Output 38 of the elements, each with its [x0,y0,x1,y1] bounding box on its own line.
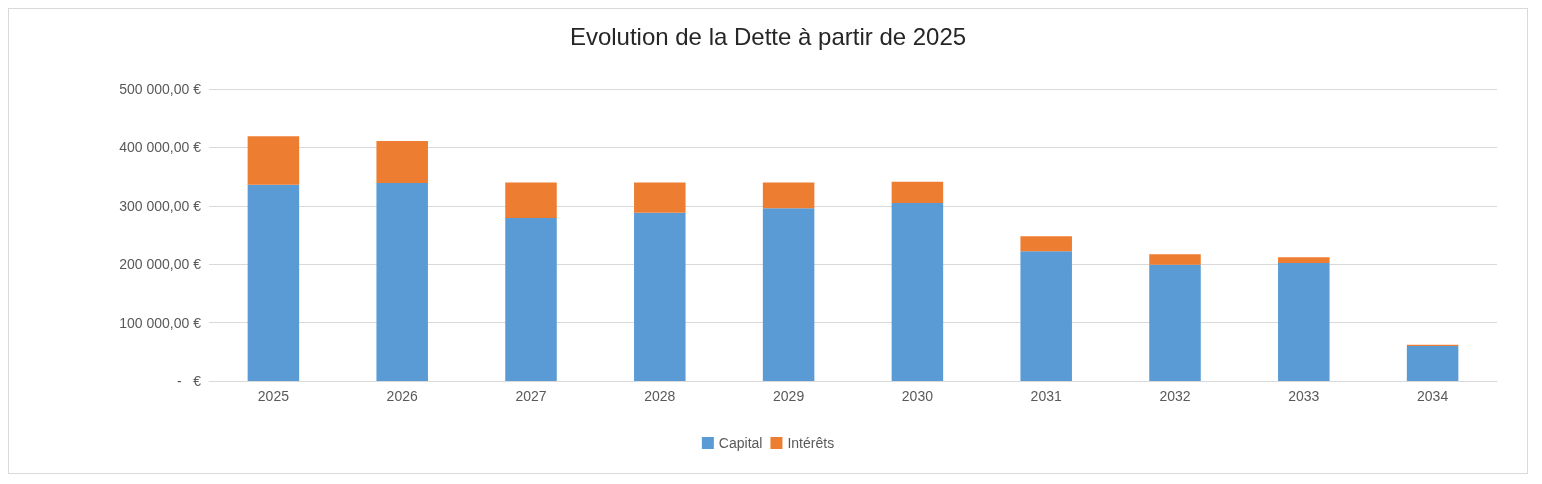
bar [247,184,300,381]
x-tick-label: 2031 [1030,388,1062,404]
bar [1020,236,1072,252]
bar [634,212,686,381]
bar [505,182,557,219]
y-tick-label: 400 000,00 € [119,139,202,156]
bar [891,181,944,203]
x-tick-label: 2030 [901,388,934,404]
bar [634,182,686,213]
y-tick-label: 100 000,00 € [119,314,202,331]
bar [1278,257,1330,264]
chart-title: Evolution de la Dette à partir de 2025 [569,22,967,50]
bar [376,140,428,184]
x-tick-label: 2026 [386,388,418,404]
x-tick-label: 2025 [257,388,290,404]
x-tick-label: 2034 [1417,388,1449,404]
x-tick-label: 2029 [773,388,805,404]
bar [1020,251,1072,381]
bar [247,136,300,185]
x-tick-label: 2033 [1288,388,1320,404]
y-tick-label: - € [176,373,202,389]
legend-label: Intérêts [787,435,835,451]
y-tick-label: 300 000,00 € [119,197,202,214]
bar [1149,254,1201,265]
y-tick-label: 500 000,00 € [119,81,202,97]
bar [762,182,815,209]
x-tick-label: 2027 [515,388,547,404]
bar [505,218,557,381]
x-tick-label: 2032 [1159,388,1191,404]
legend-label: Capital [718,435,763,451]
x-tick-label: 2028 [644,388,676,404]
bar [376,183,428,381]
bar [1406,345,1459,381]
bar [1278,263,1330,381]
y-tick-label: 200 000,00 € [119,256,202,273]
bar [1149,264,1201,381]
bar [891,202,944,381]
bar [762,208,815,381]
